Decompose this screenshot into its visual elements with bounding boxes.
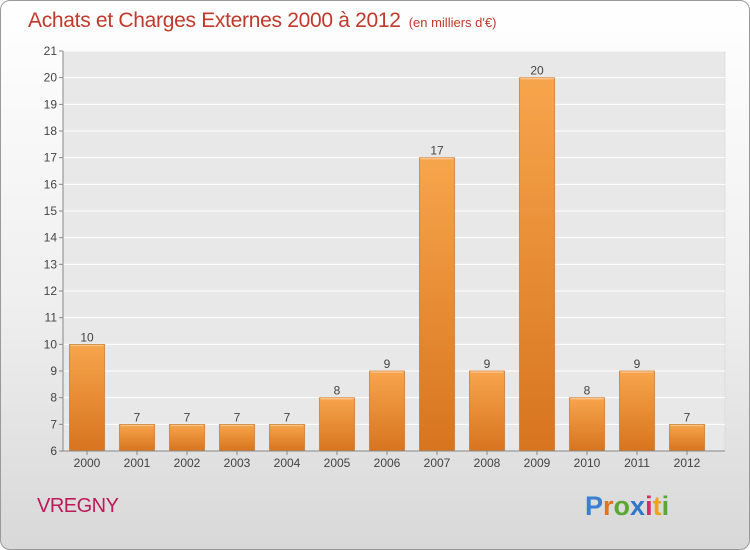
logo-letter: x [630,491,646,521]
x-tick-label-2007: 2007 [424,456,451,470]
bar-2007 [419,157,455,452]
bar-2006 [369,370,405,452]
bar-2004 [269,424,305,452]
x-tick-label-2004: 2004 [274,456,301,470]
x-tick-label-2009: 2009 [524,456,551,470]
data-label-2009: 20 [530,64,544,78]
x-tick-label-2012: 2012 [674,456,701,470]
data-label-2007: 17 [430,144,444,158]
bar-2001 [119,424,155,452]
data-label-2012: 7 [684,410,691,424]
bar-2000 [69,344,105,452]
y-tick-label: 14 [44,231,58,245]
y-tick-label: 6 [50,444,57,458]
y-tick-label: 9 [50,364,57,378]
x-tick-label-2010: 2010 [574,456,601,470]
bar-2012 [669,424,705,452]
logo-letter: P [585,491,604,521]
chart-subtitle: (en milliers d'€) [408,15,497,30]
bars [69,77,705,452]
data-label-2006: 9 [384,357,391,371]
x-tick-label-2006: 2006 [374,456,401,470]
bar-2002 [169,424,205,452]
bar-2003 [219,424,255,452]
y-tick-label: 11 [45,311,58,325]
logo-letter: i [661,491,670,521]
x-tick-label-2001: 2001 [124,456,151,470]
logo-letter: i [645,491,653,521]
bar-2011 [619,370,655,452]
y-tick-label: 18 [44,124,58,138]
y-tick-label: 20 [44,71,58,85]
x-tick-label-2003: 2003 [224,456,251,470]
data-label-2010: 8 [584,384,591,398]
data-label-2005: 8 [334,384,341,398]
commune-name: VREGNY [37,495,119,517]
bar-2005 [319,397,355,452]
data-label-2000: 10 [80,330,94,344]
axes: 6 7 8 9 10 11 12 13 14 15 16 17 18 19 20 21 2000 2001 2002… [44,44,725,470]
x-tick-label-2000: 2000 [74,456,101,470]
y-tick-label: 21 [44,44,58,58]
data-labels: 10 7 7 7 7 8 9 17 9 20 8 9 7 [80,64,690,425]
y-tick-label: 19 [44,97,58,111]
logo-letter: t [652,491,662,521]
chart-title: Achats et Charges Externes 2000 à 2012 (e… [28,9,496,33]
x-tick-label-2005: 2005 [324,456,351,470]
logo-letter: r [603,491,614,521]
data-label-2011: 9 [634,357,641,371]
data-label-2002: 7 [184,410,191,424]
data-label-2004: 7 [284,410,291,424]
bar-2010 [569,397,605,452]
y-tick-label: 13 [44,257,58,271]
proxiti-logo: Proxiti [585,491,669,522]
y-tick-label: 16 [44,177,58,191]
logo-letter: o [613,491,631,521]
y-tick-label: 17 [44,151,58,165]
x-tick-label-2011: 2011 [624,456,650,470]
y-tick-label: 15 [44,204,58,218]
y-tick-label: 12 [44,284,58,298]
chart-title-text: Achats et Charges Externes 2000 à 2012 [28,9,401,32]
x-tick-label-2002: 2002 [174,456,201,470]
y-tick-label: 7 [50,417,57,431]
data-label-2008: 9 [484,357,491,371]
bar-2009 [519,77,555,452]
y-tick-label: 8 [50,391,57,405]
data-label-2003: 7 [234,410,241,424]
x-tick-label-2008: 2008 [474,456,501,470]
bar-2008 [469,370,505,452]
y-tick-label: 10 [44,337,58,351]
data-label-2001: 7 [134,410,141,424]
